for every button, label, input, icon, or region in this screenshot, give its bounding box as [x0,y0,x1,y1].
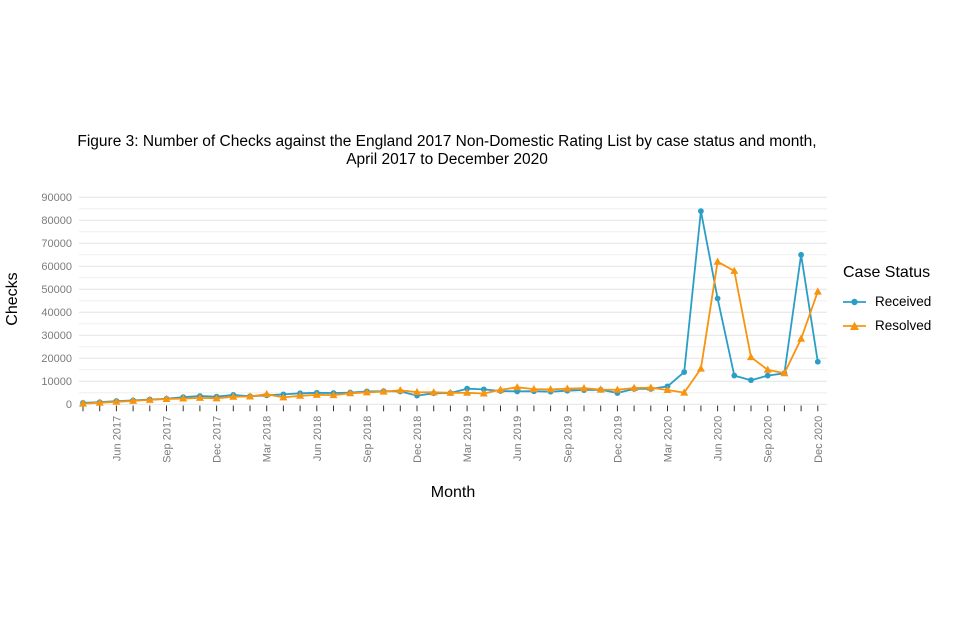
data-point-resolved [630,383,639,391]
x-tick-label: Mar 2019 [462,416,474,462]
x-tick-label: Jun 2018 [312,416,324,461]
x-tick-label: Sep 2019 [562,416,574,463]
legend-item-received: Received [843,294,931,309]
data-point-received [814,358,821,365]
x-tick-label: Sep 2020 [763,416,775,463]
data-point-received [798,251,804,258]
x-tick-label: Sep 2017 [162,416,174,463]
data-point-resolved [747,352,755,361]
data-point-resolved [646,383,655,391]
data-point-received [764,372,771,379]
data-point-resolved [279,393,288,401]
data-point-resolved [346,389,355,397]
legend-label-received: Received [875,294,932,309]
data-point-resolved [580,384,588,392]
data-point-resolved [129,396,138,404]
data-point-resolved [79,399,87,407]
y-tick-label: 40000 [41,307,72,319]
y-tick-label: 50000 [41,284,72,296]
data-point-resolved [763,365,772,373]
data-point-resolved [813,287,822,295]
figure-title: Figure 3: Number of Checks against the E… [0,133,894,169]
data-point-resolved [195,393,204,401]
data-point-resolved [596,385,605,393]
y-tick-label: 70000 [41,238,72,250]
data-point-resolved [229,392,238,400]
data-point-resolved [413,387,421,396]
resolved-marker-icon [843,321,866,330]
data-point-received [731,372,738,379]
data-point-resolved [329,390,338,399]
x-axis-title: Month [430,484,476,501]
data-point-resolved [797,334,806,342]
data-point-resolved [563,384,572,392]
data-point-resolved [312,390,321,398]
data-point-resolved [513,383,522,391]
y-tick-label: 20000 [41,353,72,365]
legend: Case Status Received Resolved [843,264,931,342]
x-tick-label: Dec 2019 [612,416,624,463]
data-point-resolved [379,387,388,395]
data-point-resolved [479,389,488,397]
x-tick-label: Dec 2020 [813,416,825,463]
data-point-resolved [179,394,188,402]
data-point-resolved [463,388,472,396]
y-tick-label: 30000 [41,330,72,342]
data-point-resolved [162,394,171,403]
y-axis-title: Checks [4,272,21,326]
data-point-resolved [362,388,371,396]
x-tick-label: Sep 2018 [362,416,374,463]
series-line-received [82,210,819,404]
legend-item-resolved: Resolved [843,318,931,333]
data-point-received [681,369,688,375]
figure-title-line1: Figure 3: Number of Checks against the E… [77,133,817,150]
legend-label-resolved: Resolved [875,318,932,333]
x-tick-label: Dec 2018 [412,416,424,463]
data-point-received [698,208,704,215]
data-point-resolved [145,395,154,403]
series-line-resolved [82,260,819,405]
data-point-resolved [730,266,739,274]
data-point-resolved [546,385,555,393]
data-point-resolved [680,388,689,396]
data-point-resolved [396,386,405,394]
data-point-resolved [446,388,455,396]
data-point-resolved [246,392,254,400]
data-point-resolved [262,389,271,398]
data-point-resolved [212,394,221,402]
data-point-received [748,377,754,384]
data-point-resolved [780,369,789,377]
x-tick-label: Mar 2020 [663,416,675,462]
data-point-resolved [429,388,438,396]
data-point-resolved [613,385,622,393]
data-point-resolved [696,364,705,372]
data-point-resolved [663,385,672,394]
y-tick-label: 60000 [41,261,72,273]
x-tick-label: Jun 2020 [713,416,725,461]
legend-title: Case Status [843,264,931,281]
data-point-resolved [496,385,505,393]
data-point-received [714,295,721,302]
received-marker-icon [843,298,866,305]
x-tick-label: Mar 2018 [262,416,274,462]
data-point-resolved [529,384,538,393]
x-tick-label: Jun 2019 [512,416,524,461]
data-point-resolved [713,257,722,265]
y-tick-label: 80000 [41,215,72,227]
data-point-resolved [112,397,121,405]
x-tick-label: Jun 2017 [111,416,123,461]
figure-title-line2: April 2017 to December 2020 [346,151,548,168]
x-tick-label: Dec 2017 [212,416,224,463]
data-point-resolved [296,391,305,399]
y-tick-label: 0 [66,399,72,411]
y-tick-label: 10000 [41,376,72,388]
data-point-resolved [95,398,104,406]
y-tick-label: 90000 [41,192,72,204]
